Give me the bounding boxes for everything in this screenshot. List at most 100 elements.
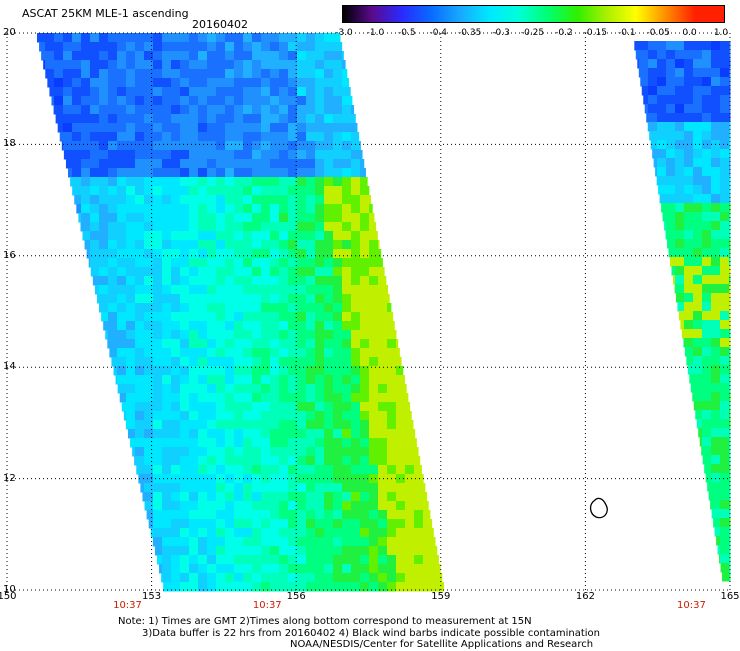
swath-cell	[109, 348, 118, 358]
swath-cell	[369, 456, 379, 466]
swath-cell	[297, 510, 307, 520]
swath-cell	[207, 420, 217, 430]
swath-cell	[279, 375, 289, 385]
swath-cell	[261, 447, 271, 457]
swath-cell	[288, 447, 298, 457]
swath-cell	[720, 302, 730, 312]
swath-cell	[342, 96, 352, 106]
swath-cell	[297, 60, 307, 70]
swath-cell	[72, 132, 82, 142]
swath-cell	[135, 267, 145, 277]
swath-cell	[288, 429, 298, 439]
swath-cell	[171, 51, 181, 61]
swath-cell	[279, 357, 289, 367]
swath-cell	[162, 465, 172, 475]
swath-cell	[369, 429, 379, 439]
swath-cell	[657, 131, 667, 141]
swath-cell	[315, 528, 325, 538]
swath-cell	[99, 132, 109, 142]
swath-cell	[288, 510, 298, 520]
swath-cell	[216, 348, 226, 358]
swath-cell	[90, 78, 100, 88]
swath-cell	[135, 150, 145, 160]
swath-cell	[135, 78, 145, 88]
swath-cell	[324, 420, 334, 430]
swath-cell	[369, 240, 379, 250]
swath-cell	[117, 87, 127, 97]
swath-cell	[650, 140, 658, 150]
swath-cell	[115, 375, 118, 385]
swath-cell	[648, 59, 658, 69]
swath-cell	[342, 159, 352, 169]
swath-cell	[99, 231, 109, 241]
swath-cell	[288, 114, 298, 124]
swath-cell	[216, 177, 226, 187]
swath-cell	[414, 546, 424, 556]
swath-cell	[279, 132, 289, 142]
swath-cell	[261, 330, 271, 340]
swath-cell	[90, 240, 100, 250]
swath-cell	[684, 239, 694, 249]
swath-cell	[315, 195, 325, 205]
swath-cell	[297, 204, 307, 214]
swath-cell	[333, 177, 343, 187]
swath-cell	[108, 240, 118, 250]
swath-cell	[225, 357, 235, 367]
swath-cell	[342, 114, 352, 124]
swath-cell	[720, 437, 730, 447]
swath-cell	[333, 294, 343, 304]
swath-cell	[297, 141, 307, 151]
swath-cell	[216, 456, 226, 466]
swath-cell	[324, 321, 334, 331]
swath-cell	[351, 285, 361, 295]
swath-cell	[315, 447, 325, 457]
swath-cell	[315, 402, 325, 412]
swath-cell	[711, 248, 721, 258]
swath-cell	[675, 122, 685, 132]
swath-cell	[76, 204, 82, 214]
colorbar-label: 1.0	[713, 28, 729, 38]
colorbar-label: -0.4	[429, 28, 448, 38]
swath-cell	[333, 402, 343, 412]
swath-cell	[333, 357, 343, 367]
swath-cell	[720, 167, 730, 177]
swath-cell	[297, 501, 307, 511]
swath-cell	[279, 321, 289, 331]
swath-cell	[648, 113, 658, 123]
swath-cell	[369, 393, 379, 403]
swath-cell	[315, 240, 325, 250]
swath-cell	[99, 60, 109, 70]
swath-cell	[360, 393, 370, 403]
swath-cell	[243, 168, 253, 178]
swath-cell	[657, 95, 667, 105]
swath-cell	[360, 528, 370, 538]
swath-cell	[135, 285, 145, 295]
swath-cell	[234, 366, 244, 376]
swath-cell	[333, 222, 343, 232]
swath-cell	[207, 267, 217, 277]
swath-cell	[324, 51, 334, 61]
swath-cell	[711, 59, 721, 69]
swath-cell	[315, 114, 325, 124]
swath-cell	[189, 393, 199, 403]
swath-cell	[144, 51, 154, 61]
swath-cell	[153, 330, 163, 340]
swath-cell	[234, 528, 244, 538]
swath-cell	[189, 456, 199, 466]
swath-cell	[306, 276, 316, 286]
swath-cell	[39, 42, 46, 52]
swath-cell	[729, 50, 731, 60]
swath-cell	[306, 285, 316, 295]
swath-cell	[711, 86, 721, 96]
swath-cell	[315, 330, 325, 340]
swath-cell	[101, 312, 109, 322]
swath-cell	[207, 438, 217, 448]
swath-cell	[171, 159, 181, 169]
swath-cell	[306, 483, 316, 493]
swath-cell	[324, 393, 334, 403]
swath-cell	[252, 186, 262, 196]
swath-cell	[225, 537, 235, 547]
note-line-3: NOAA/NESDIS/Center for Satellite Applica…	[290, 639, 594, 650]
swath-cell	[675, 41, 685, 51]
swath-cell	[198, 51, 208, 61]
